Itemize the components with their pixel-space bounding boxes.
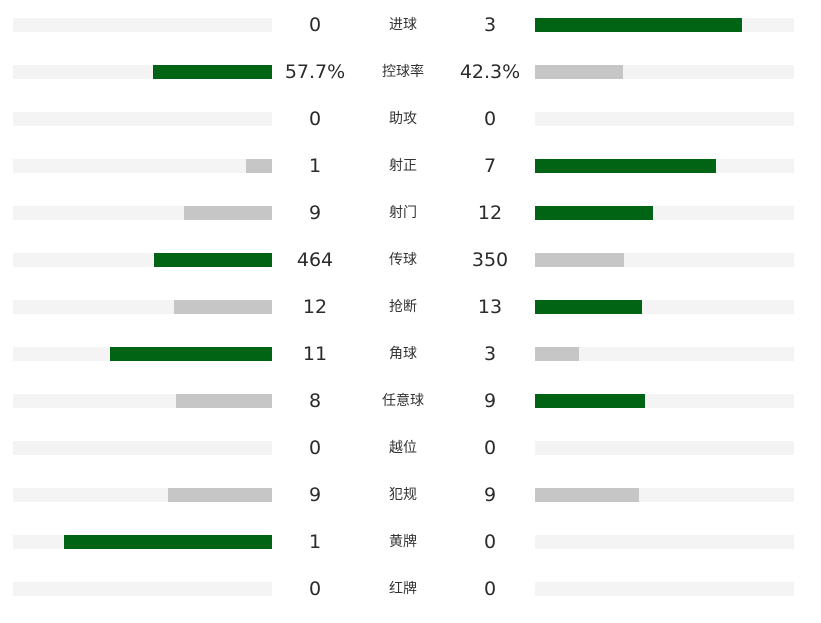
stat-label: 助攻 [389,111,417,127]
stat-row-fouls: 9 犯规 9 [0,472,821,519]
away-value: 0 [483,108,497,130]
home-bar-fill [246,159,272,173]
home-bar-track [13,394,272,408]
home-bar-track [13,112,272,126]
stat-row-possession: 57.7% 控球率 42.3% [0,49,821,96]
stat-row-goals: 0 进球 3 [0,2,821,49]
home-value: 0 [308,437,322,459]
away-bar-track [535,65,794,79]
stat-label: 任意球 [382,393,424,409]
home-value: 11 [302,343,328,365]
away-value: 3 [483,14,497,36]
home-value: 9 [308,202,322,224]
stat-row-tackles: 12 抢断 13 [0,284,821,331]
away-bar-track [535,394,794,408]
home-bar-track [13,18,272,32]
stat-row-yellow-cards: 1 黄牌 0 [0,519,821,566]
stat-row-shots: 9 射门 12 [0,190,821,237]
stat-row-red-cards: 0 红牌 0 [0,566,821,613]
away-value: 13 [477,296,503,318]
away-bar-track [535,300,794,314]
away-bar-fill [535,18,743,32]
stat-label: 进球 [389,17,417,33]
away-bar-fill [535,65,624,79]
home-value: 0 [308,14,322,36]
stat-label: 黄牌 [389,534,417,550]
away-bar-track [535,253,794,267]
home-bar-track [13,535,272,549]
away-bar-fill [535,253,625,267]
away-value: 0 [483,578,497,600]
home-bar-track [13,347,272,361]
home-bar-track [13,253,272,267]
away-bar-track [535,159,794,173]
away-value: 3 [483,343,497,365]
home-value: 0 [308,578,322,600]
home-bar-fill [152,65,272,79]
stat-label: 射门 [389,205,417,221]
away-bar-track [535,441,794,455]
home-value: 57.7% [284,61,346,83]
away-bar-fill [535,394,646,408]
home-bar-fill [168,488,272,502]
home-value: 8 [308,390,322,412]
away-bar-track [535,488,794,502]
stat-row-assists: 0 助攻 0 [0,96,821,143]
stat-label: 红牌 [389,581,417,597]
away-bar-track [535,206,794,220]
stat-label: 控球率 [382,64,424,80]
away-bar-track [535,112,794,126]
away-value: 0 [483,437,497,459]
home-value: 464 [296,249,334,271]
away-bar-track [535,535,794,549]
stat-label: 传球 [389,252,417,268]
home-value: 9 [308,484,322,506]
home-bar-track [13,206,272,220]
away-bar-track [535,582,794,596]
home-bar-fill [63,535,272,549]
away-bar-fill [535,300,643,314]
away-value: 7 [483,155,497,177]
home-value: 0 [308,108,322,130]
stat-label: 射正 [389,158,417,174]
away-bar-track [535,347,794,361]
home-bar-track [13,65,272,79]
away-value: 42.3% [459,61,521,83]
stat-label: 越位 [389,440,417,456]
home-bar-fill [154,253,272,267]
stat-row-corners: 11 角球 3 [0,331,821,378]
home-bar-track [13,159,272,173]
stat-row-passes: 464 传球 350 [0,237,821,284]
away-value: 9 [483,484,497,506]
away-bar-fill [535,206,653,220]
away-bar-fill [535,488,639,502]
home-value: 12 [302,296,328,318]
away-value: 9 [483,390,497,412]
away-bar-track [535,18,794,32]
home-bar-fill [176,394,272,408]
home-bar-track [13,300,272,314]
away-bar-fill [535,347,580,361]
stat-row-shots-on-target: 1 射正 7 [0,143,821,190]
away-value: 12 [477,202,503,224]
home-bar-fill [173,300,272,314]
home-bar-fill [110,347,272,361]
stat-row-free-kicks: 8 任意球 9 [0,378,821,425]
stat-label: 角球 [389,346,417,362]
home-value: 1 [308,531,322,553]
away-value: 350 [471,249,509,271]
home-bar-track [13,488,272,502]
stat-label: 抢断 [389,299,417,315]
home-bar-fill [183,206,272,220]
stat-row-offsides: 0 越位 0 [0,425,821,472]
stat-label: 犯规 [389,487,417,503]
away-bar-fill [535,159,717,173]
away-value: 0 [483,531,497,553]
home-value: 1 [308,155,322,177]
home-bar-track [13,441,272,455]
home-bar-track [13,582,272,596]
